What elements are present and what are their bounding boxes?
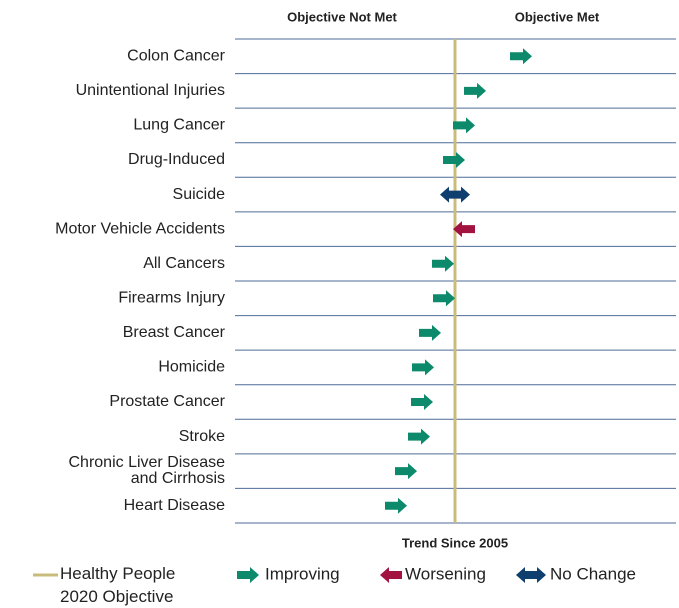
row-label: Lung Cancer (133, 117, 225, 134)
trend-arrow (443, 152, 465, 168)
legend-label: Worsening (405, 564, 486, 583)
legend-label: No Change (550, 564, 636, 583)
trend-arrow (432, 255, 454, 272)
row-label: All Cancers (143, 255, 225, 272)
trend-arrow (385, 497, 407, 514)
x-label: Trend Since 2005 (402, 535, 508, 550)
header-right: Objective Met (515, 9, 600, 24)
header-left: Objective Not Met (287, 9, 397, 24)
row-label: Homicide (158, 359, 225, 376)
row-label: Drug-Induced (128, 151, 225, 168)
row-label: Prostate Cancer (109, 393, 225, 410)
trend-arrow (411, 394, 433, 410)
row-label: Motor Vehicle Accidents (55, 220, 225, 237)
row-label: Unintentional Injuries (76, 82, 225, 99)
row-label: Colon Cancer (127, 48, 226, 65)
trend-arrow (408, 428, 430, 445)
trend-arrow (510, 48, 532, 65)
trend-arrow (440, 186, 470, 203)
row-label: Heart Disease (124, 497, 225, 514)
trend-arrow (453, 117, 475, 134)
row-label: Stroke (179, 428, 225, 445)
legend-label: Healthy People 2020 Objective (60, 564, 175, 606)
trend-arrow (453, 221, 475, 238)
row-label: Firearms Injury (118, 290, 225, 307)
trend-arrow (412, 359, 434, 376)
row-label: Breast Cancer (123, 324, 226, 341)
legend-swatch (380, 567, 402, 583)
legend-swatch (237, 567, 259, 583)
row-label: Suicide (173, 186, 226, 203)
trend-arrow (464, 82, 486, 99)
row-label: Chronic Liver Disease and Cirrhosis (68, 454, 225, 487)
trend-arrow (395, 463, 417, 480)
trend-arrow (419, 324, 441, 341)
legend-swatch (516, 567, 546, 583)
legend-label: Improving (265, 564, 340, 583)
trend-arrow (433, 290, 455, 307)
